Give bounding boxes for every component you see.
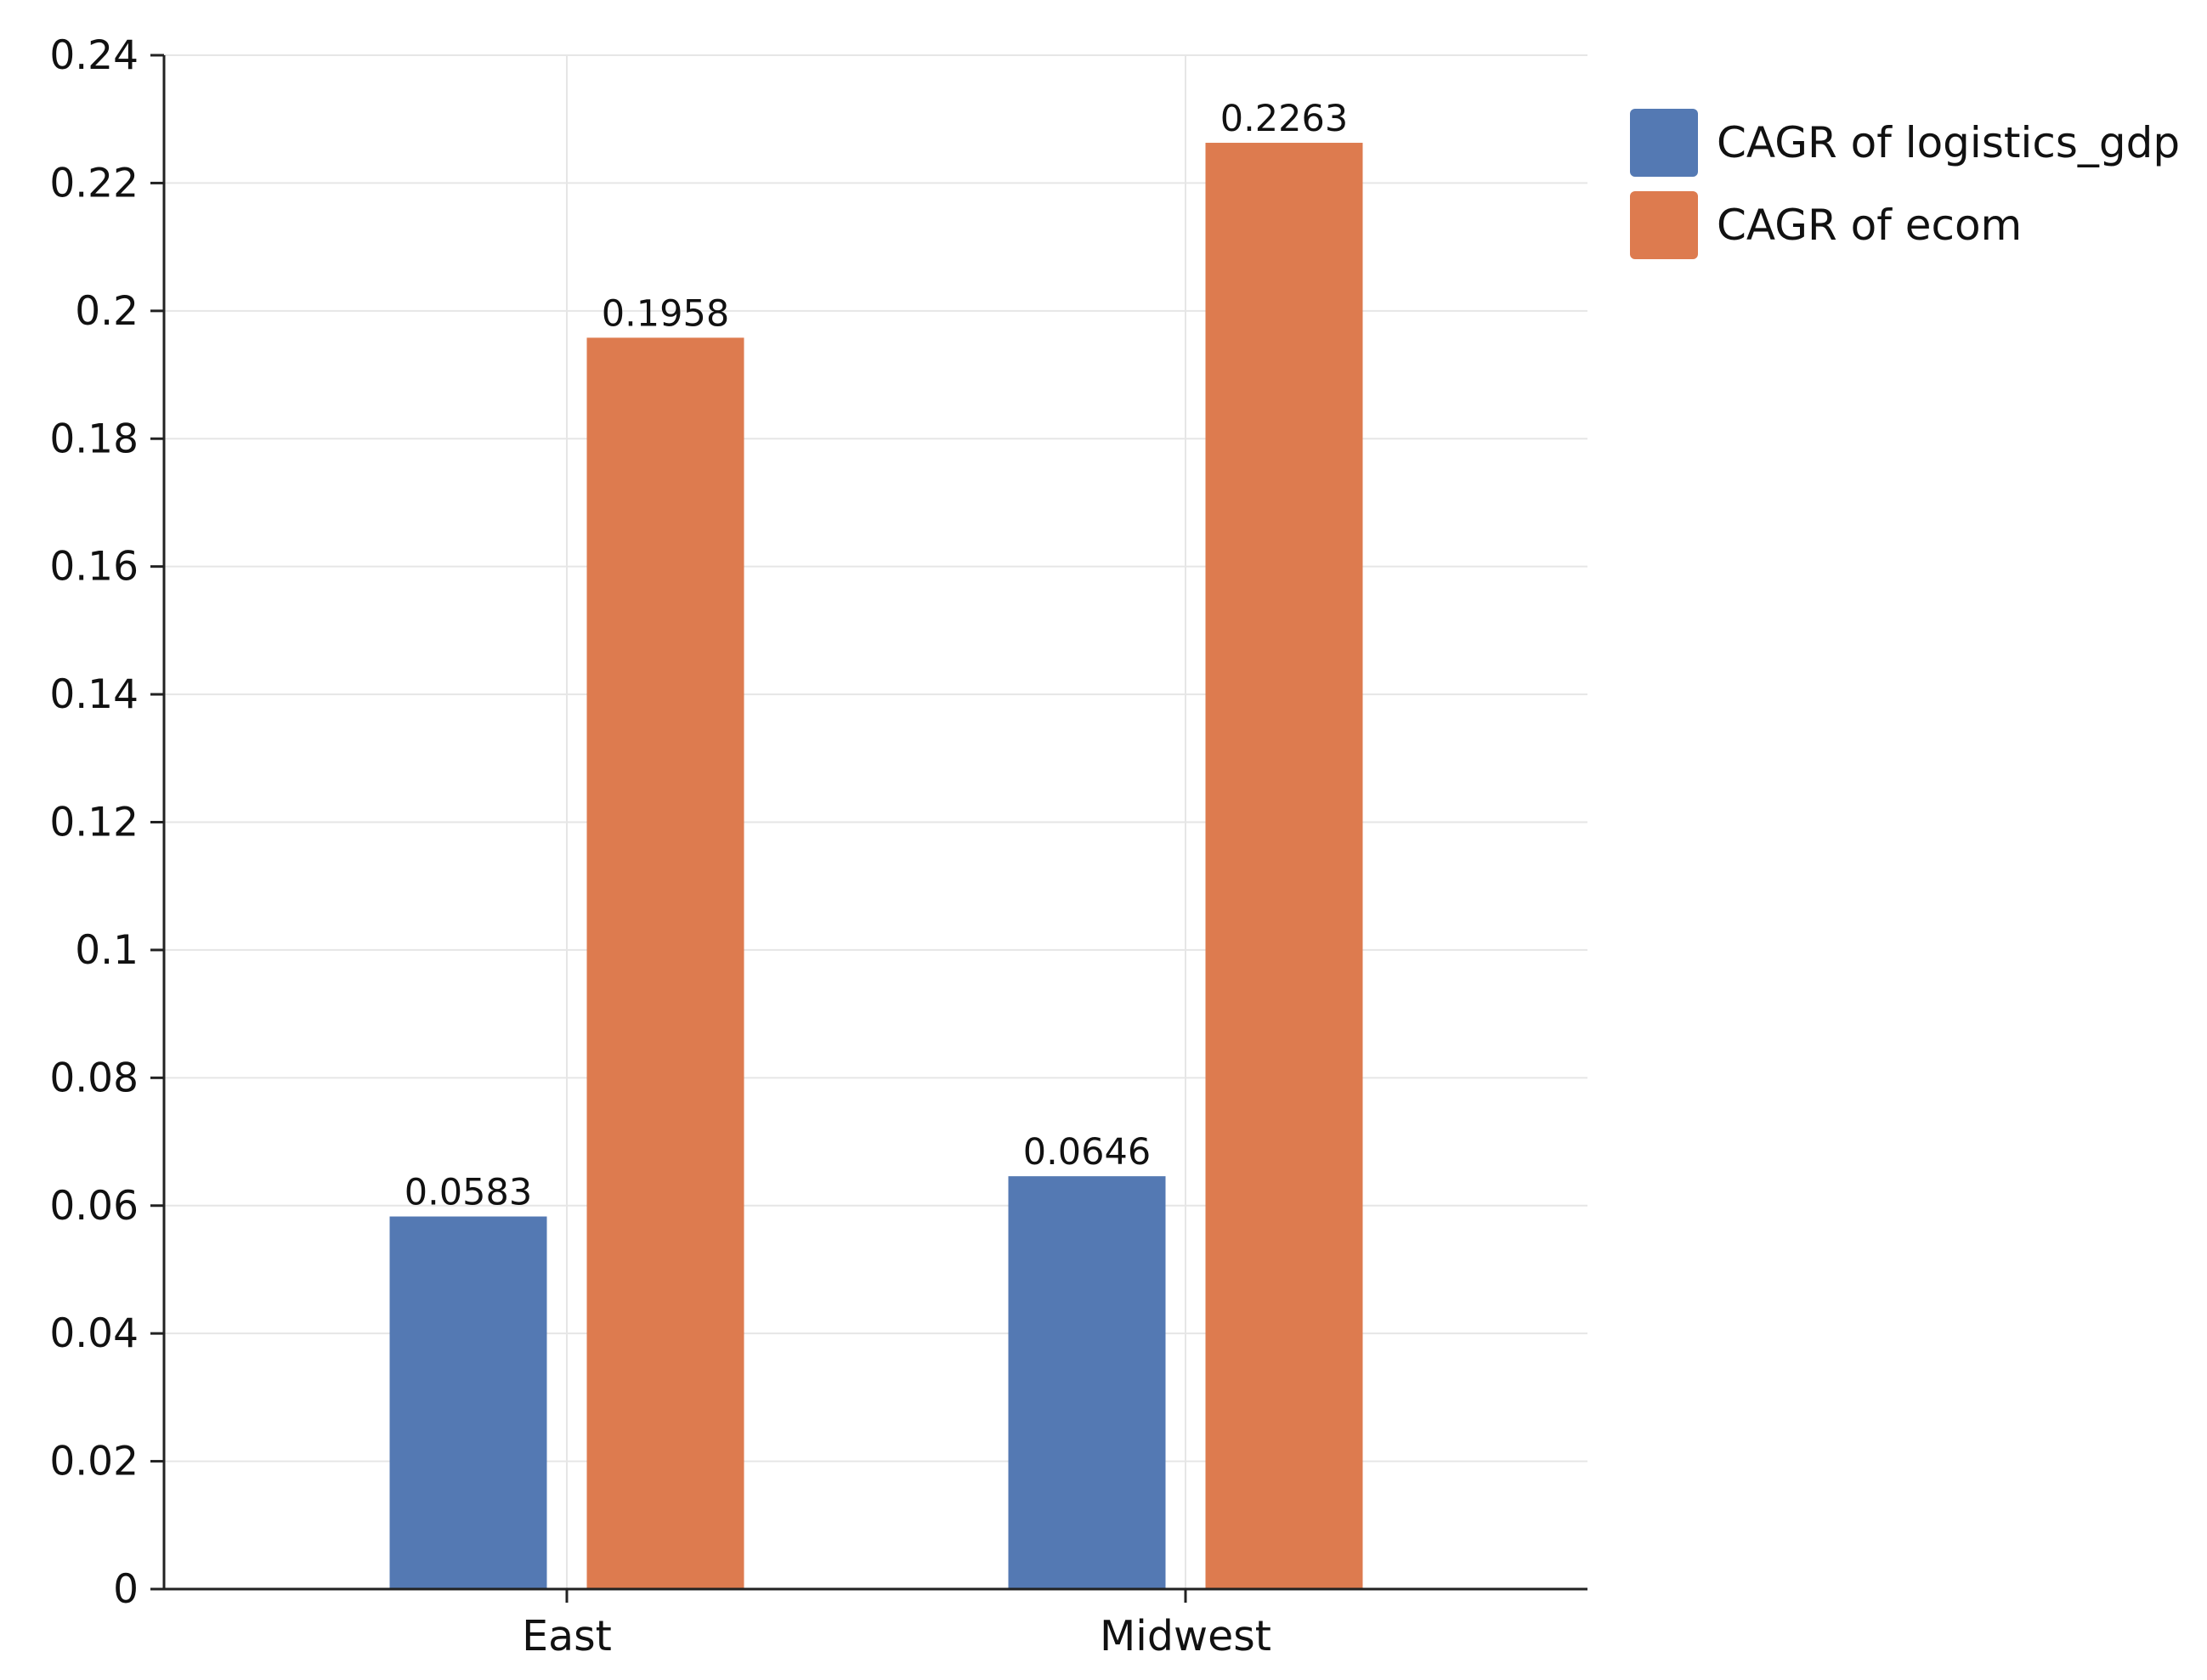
bar-midwest-series-1[interactable] (1008, 1176, 1166, 1589)
y-tick-label: 0.2 (75, 288, 139, 335)
y-tick-label: 0.16 (49, 544, 139, 591)
legend[interactable]: CAGR of logistics_gdp CAGR of ecom (1630, 109, 2180, 259)
bar-east-series-1[interactable] (389, 1216, 547, 1589)
x-tick-label: East (522, 1612, 612, 1660)
y-tick-label: 0.06 (49, 1183, 139, 1230)
bar-east-series-2[interactable] (586, 337, 744, 1589)
y-tick-label: 0.18 (49, 416, 139, 462)
bars-layer (389, 143, 1363, 1590)
y-tick-label: 0 (113, 1566, 139, 1613)
y-tick-label: 0.22 (49, 160, 139, 206)
grid-layer (164, 54, 1587, 1589)
axes-layer (150, 54, 1587, 1603)
data-label: 0.2263 (1220, 98, 1348, 140)
data-label: 0.1958 (602, 292, 729, 335)
y-tick-label: 0.02 (49, 1439, 139, 1485)
x-tick-label: Midwest (1100, 1612, 1271, 1660)
data-label: 0.0646 (1023, 1131, 1151, 1174)
y-tick-label: 0.14 (49, 671, 139, 718)
y-tick-label: 0.04 (49, 1310, 139, 1357)
y-tick-label: 0.1 (75, 927, 139, 974)
legend-swatch-2[interactable] (1630, 191, 1698, 259)
legend-label-1[interactable]: CAGR of logistics_gdp (1717, 118, 2180, 167)
data-label: 0.0583 (405, 1172, 532, 1214)
y-tick-label: 0.08 (49, 1055, 139, 1101)
legend-swatch-1[interactable] (1630, 109, 1698, 177)
bar-midwest-series-2[interactable] (1205, 143, 1363, 1590)
labels-layer: 0 0.02 0.04 0.06 0.08 0.1 0.12 0.14 0.16 0.18 0.2 0… (49, 32, 1348, 1660)
y-tick-label: 0.24 (49, 32, 139, 79)
legend-label-2[interactable]: CAGR of ecom (1717, 201, 2022, 250)
y-tick-label: 0.12 (49, 800, 139, 846)
